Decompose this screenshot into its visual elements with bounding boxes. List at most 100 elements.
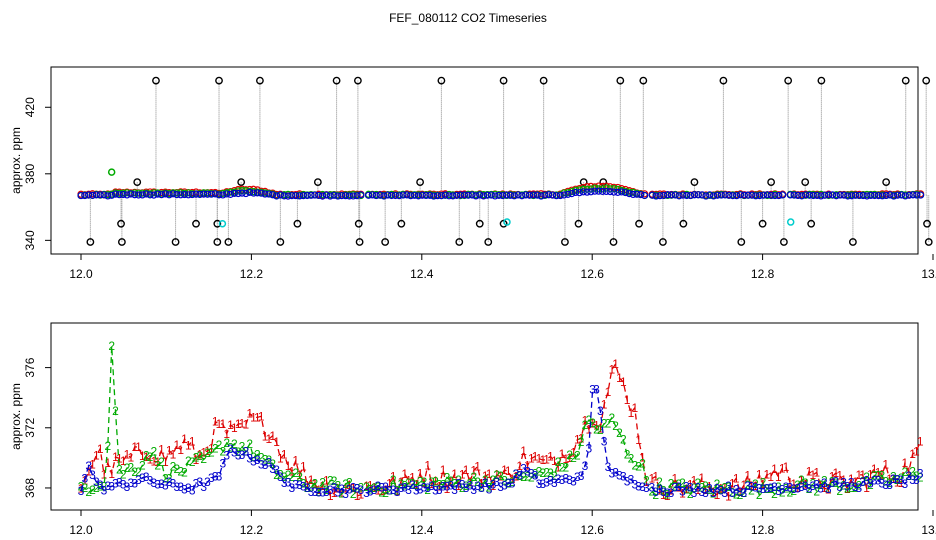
series-3-marker: 3 <box>246 452 253 466</box>
green-outlier-point <box>107 168 116 176</box>
spike-point <box>882 178 891 187</box>
cyan-point <box>503 218 511 226</box>
series-3-marker: 3 <box>756 481 763 495</box>
series-2-marker: 2 <box>346 475 353 489</box>
baseline-point <box>832 192 840 200</box>
series-3-marker: 3 <box>185 481 192 495</box>
series-3-marker: 3 <box>104 479 111 493</box>
series-3-marker: 3 <box>459 477 466 491</box>
series-3-marker: 3 <box>555 472 562 486</box>
series-2-marker: 2 <box>262 453 269 467</box>
series-3-marker: 3 <box>444 480 451 494</box>
baseline-point <box>142 190 150 198</box>
baseline-point <box>345 192 353 200</box>
series-3-marker: 3 <box>909 473 916 487</box>
baseline-point <box>775 191 783 200</box>
series-1-marker: 1 <box>516 459 523 473</box>
baseline-point <box>713 191 722 199</box>
series-1-marker: 1 <box>909 447 916 461</box>
series-3-marker: 3 <box>204 475 211 489</box>
series-1-marker: 1 <box>281 448 288 462</box>
series-2-marker: 2 <box>718 483 725 497</box>
spike-point <box>758 219 767 228</box>
series-1-marker: 1 <box>551 454 558 468</box>
baseline-point <box>602 187 610 196</box>
x-tick-label: 12.4 <box>410 523 434 537</box>
series-2-marker: 2 <box>771 487 778 501</box>
baseline-point <box>407 192 415 200</box>
series-1-marker: 1 <box>555 461 562 475</box>
baseline-point <box>196 190 204 199</box>
series-1-marker: 1 <box>143 450 150 464</box>
series-1-marker: 1 <box>616 371 623 385</box>
series-2-marker: 2 <box>532 467 539 481</box>
series-2-marker: 2 <box>223 436 230 450</box>
series-2-marker: 2 <box>482 473 489 487</box>
series-1-marker: 1 <box>706 479 713 493</box>
series-3-marker: 3 <box>262 458 269 472</box>
baseline-point <box>606 188 614 196</box>
series-2-marker: 2 <box>748 484 755 498</box>
baseline-point <box>859 191 867 200</box>
baseline-point <box>529 191 538 199</box>
series-2-marker: 2 <box>593 423 600 437</box>
series-3-marker: 3 <box>605 460 612 474</box>
series-3-marker: 3 <box>208 471 215 485</box>
series-3-marker: 3 <box>154 477 161 491</box>
series-3-marker: 3 <box>656 482 663 496</box>
series-2-marker: 2 <box>679 476 686 490</box>
series-2-marker: 2 <box>323 483 330 497</box>
baseline-point <box>560 191 568 199</box>
baseline-point <box>725 191 733 199</box>
baseline-point <box>449 192 457 200</box>
series-3-marker: 3 <box>520 462 527 476</box>
baseline-point <box>173 190 181 199</box>
series-3-marker: 3 <box>432 483 439 497</box>
baseline-point <box>901 192 909 200</box>
series-3-marker: 3 <box>698 485 705 499</box>
series-2-marker: 2 <box>127 461 134 475</box>
series-2-marker: 2 <box>536 464 543 478</box>
baseline-point <box>897 191 906 199</box>
series-3-marker: 3 <box>170 477 177 491</box>
series-3-marker: 3 <box>112 477 119 491</box>
baseline-point <box>525 191 534 199</box>
series-2-marker: 2 <box>898 471 905 485</box>
spike-point <box>616 76 625 85</box>
baseline-point <box>629 188 637 196</box>
series-3-marker: 3 <box>524 464 531 478</box>
series-3-marker: 3 <box>501 479 508 493</box>
series-3-marker: 3 <box>767 481 774 495</box>
baseline-point <box>710 192 718 200</box>
baseline-point <box>802 191 810 199</box>
series-1-marker: 1 <box>467 475 474 489</box>
baseline-point <box>909 191 917 199</box>
baseline-point <box>491 192 499 200</box>
series-3-marker: 3 <box>890 472 897 486</box>
series-3-marker: 3 <box>672 481 679 495</box>
series-2-marker: 2 <box>390 473 397 487</box>
series-1-marker: 1 <box>363 479 370 493</box>
baseline-point <box>430 192 438 200</box>
series-2-marker: 2 <box>459 481 466 495</box>
baseline-point <box>779 191 787 199</box>
series-2-marker: 2 <box>312 476 319 490</box>
baseline-point <box>606 183 614 191</box>
y-tick-label: 368 <box>23 478 37 498</box>
series-2-marker: 2 <box>371 481 378 495</box>
baseline-point <box>472 192 480 200</box>
series-1-marker: 1 <box>424 459 431 473</box>
series-2-marker: 2 <box>836 484 843 498</box>
series-3-marker: 3 <box>628 472 635 486</box>
series-3-marker: 3 <box>273 463 280 477</box>
series-2-marker: 2 <box>398 477 405 491</box>
baseline-point <box>295 192 304 200</box>
series-3-marker: 3 <box>631 478 638 492</box>
series-3-marker: 3 <box>582 459 589 473</box>
series-1-marker: 1 <box>197 448 204 462</box>
series-3-marker: 3 <box>127 476 134 490</box>
series-2-marker: 2 <box>327 473 334 487</box>
baseline-point <box>460 191 468 199</box>
series-3-marker: 3 <box>683 479 690 493</box>
baseline-point <box>510 192 518 200</box>
